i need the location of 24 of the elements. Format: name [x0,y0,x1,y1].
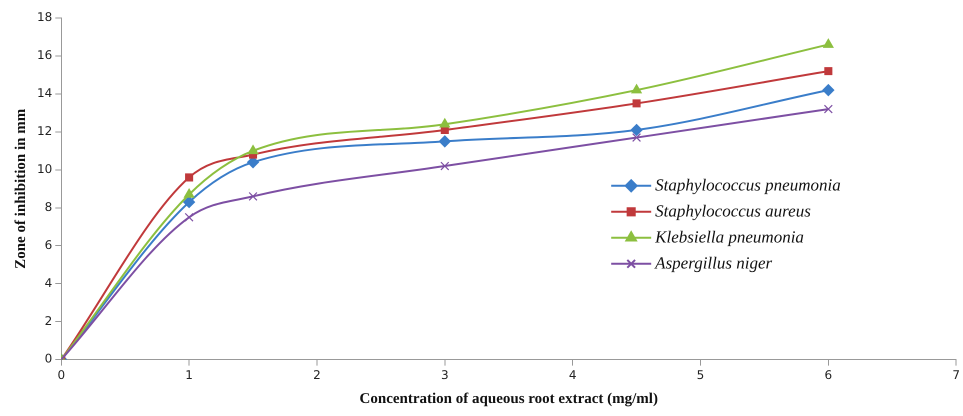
legend-label: Staphylococcus pneumonia [655,175,841,194]
y-tick-label: 8 [44,200,52,214]
legend-label: Staphylococcus aureus [655,201,812,220]
y-tick-label: 0 [44,352,52,366]
x-tick-label: 2 [313,368,321,382]
y-tick-label: 6 [44,238,52,252]
y-tick-label: 16 [36,48,52,62]
x-tick-label: 1 [185,368,193,382]
y-tick-label: 18 [36,10,52,24]
legend-label: Klebsiella pneumonia [654,227,804,246]
y-tick-label: 14 [36,86,52,100]
y-tick-label: 4 [44,276,52,290]
x-tick-label: 3 [440,368,449,382]
y-tick-label: 12 [36,124,52,138]
legend-label: Aspergillus niger [654,253,773,272]
x-tick-label: 6 [824,368,832,382]
x-axis-title: Concentration of aqueous root extract (mg/ml) [360,390,658,407]
y-tick-label: 2 [44,314,52,328]
x-tick-label: 0 [57,368,66,382]
y-tick-label: 10 [36,162,52,176]
x-tick-label: 4 [568,368,576,382]
x-tick-label: 7 [952,368,960,382]
y-axis-title: Zone of inhibition in mm [12,108,29,269]
x-tick-label: 5 [696,368,704,382]
